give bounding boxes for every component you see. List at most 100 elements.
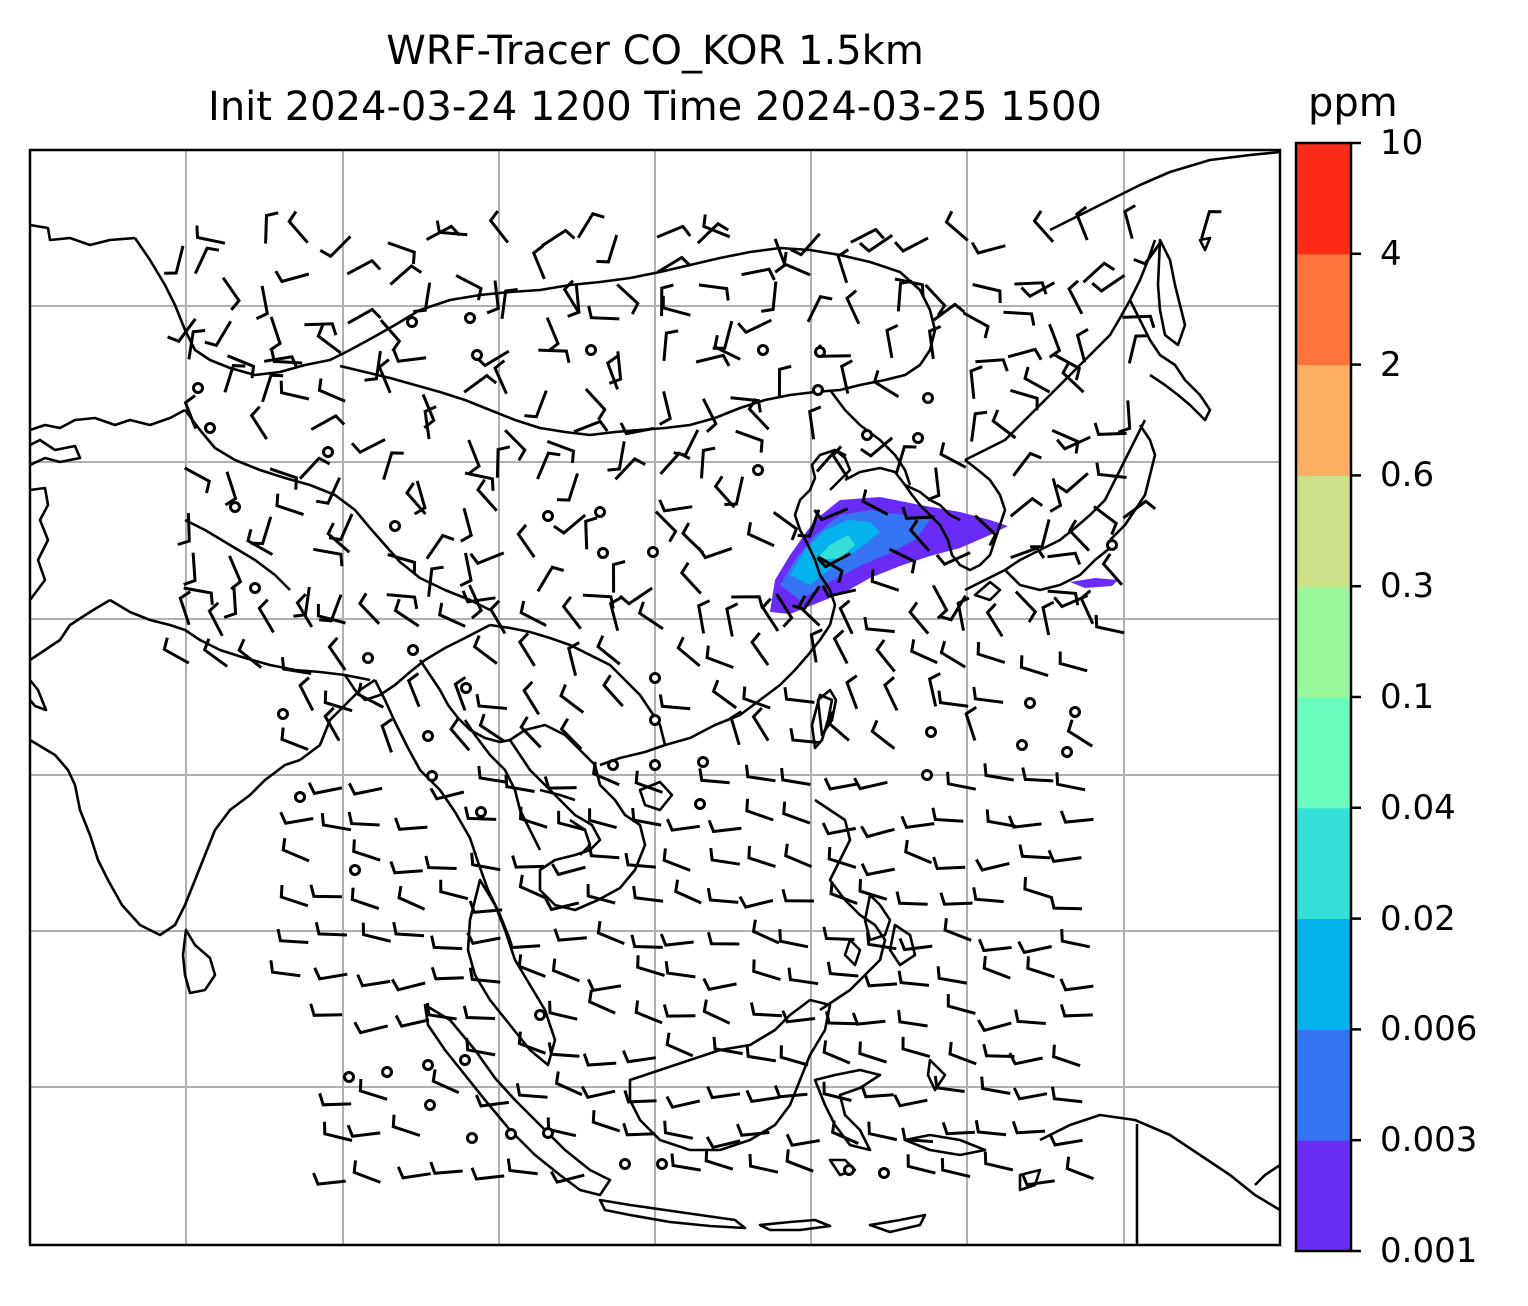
wind-barb	[298, 676, 315, 712]
calm-wind-circle	[757, 344, 769, 356]
wind-barb	[883, 676, 899, 712]
wind-barb	[927, 467, 941, 502]
wind-barb	[619, 586, 654, 606]
wind-barb	[608, 596, 622, 632]
wind-barb	[524, 390, 548, 419]
calm-wind-circle	[647, 546, 659, 558]
wind-barb	[228, 555, 243, 591]
wind-barb	[1047, 551, 1082, 566]
wind-barb	[1065, 1156, 1095, 1181]
wind-barb	[464, 471, 495, 491]
wind-barb	[701, 398, 718, 433]
wind-barb	[789, 232, 821, 257]
wind-barb	[596, 635, 621, 666]
wind-barb	[223, 585, 238, 619]
wind-barb	[257, 598, 275, 634]
wind-barb	[637, 601, 664, 630]
wind-barb	[517, 632, 536, 667]
wind-barb	[698, 768, 730, 785]
wind-barb	[607, 441, 626, 472]
wind-barb	[270, 349, 303, 365]
wind-barb	[531, 244, 546, 280]
wind-barb	[709, 847, 741, 866]
wind-barb	[1008, 1052, 1043, 1066]
wind-barb	[1066, 719, 1094, 748]
wind-barb	[664, 961, 696, 979]
wind-barb	[904, 839, 933, 865]
calm-wind-circle	[649, 672, 661, 684]
wind-barb	[391, 1114, 421, 1137]
wind-barb	[431, 1069, 460, 1094]
wind-barb	[658, 499, 693, 513]
wind-barb	[781, 888, 814, 903]
calm-wind-circle	[362, 652, 374, 664]
wind-barb	[596, 920, 625, 945]
wind-barb	[377, 358, 392, 394]
wind-barb	[1075, 328, 1089, 363]
wind-barb	[413, 480, 427, 516]
wind-barb	[676, 636, 701, 668]
wind-barb	[941, 1121, 975, 1136]
wind-barb	[787, 967, 819, 986]
calm-wind-circle	[505, 1128, 517, 1140]
wind-barb	[867, 1121, 898, 1142]
wind-barb	[449, 718, 471, 752]
calm-wind-circle	[921, 769, 933, 781]
wind-barb	[429, 787, 465, 801]
wind-barb	[863, 974, 898, 988]
wind-barb	[634, 770, 664, 794]
wind-barb	[591, 761, 620, 787]
wind-barb	[394, 817, 428, 831]
wind-barb	[461, 590, 496, 604]
colorbar	[1296, 143, 1351, 1252]
calm-wind-circle	[694, 798, 706, 810]
wind-barb	[393, 598, 420, 628]
wind-barb	[784, 843, 813, 868]
wind-barb	[933, 1075, 965, 1093]
wind-barb	[466, 931, 501, 945]
wind-barb	[614, 457, 647, 481]
wind-barb	[661, 295, 691, 317]
colorbar-ticks	[1351, 141, 1361, 1253]
wind-barb	[1026, 956, 1055, 979]
wind-barb	[587, 989, 616, 1015]
wind-barb	[1059, 1003, 1093, 1018]
wind-barb	[866, 932, 897, 951]
wind-barb	[695, 353, 731, 367]
wind-barb	[353, 1021, 389, 1035]
calm-wind-circle	[229, 501, 241, 513]
wind-barb	[944, 210, 969, 242]
colorbar-segment	[1296, 253, 1351, 366]
wind-barb	[1048, 1133, 1083, 1147]
wind-barb	[901, 1127, 934, 1144]
wind-barb	[858, 234, 894, 253]
wind-barb	[751, 919, 780, 945]
wind-barb	[279, 380, 310, 401]
calm-wind-circle	[422, 730, 434, 742]
wind-barb	[382, 451, 404, 481]
wind-barb	[1055, 772, 1086, 792]
colorbar-tick-label: 0.003	[1380, 1120, 1478, 1161]
wind-barb	[326, 522, 351, 554]
wind-barb	[475, 1094, 509, 1108]
wind-barb	[1020, 281, 1056, 299]
wind-barb	[1032, 210, 1055, 243]
wind-barb	[908, 601, 930, 635]
calm-wind-circle	[843, 1164, 855, 1176]
wind-barb	[1055, 435, 1091, 451]
wind-barb	[777, 364, 792, 398]
wind-barb	[358, 592, 381, 625]
wind-barb	[425, 224, 461, 241]
wind-barb	[536, 565, 565, 593]
wind-barb	[551, 958, 580, 983]
wind-barb	[309, 1003, 343, 1017]
wind-barb	[309, 884, 342, 899]
calm-wind-circle	[322, 446, 334, 458]
wind-barb	[183, 394, 198, 430]
calm-wind-circle	[814, 346, 826, 358]
wind-barb	[1014, 1009, 1046, 1025]
wind-barb	[178, 590, 192, 626]
wind-barb	[1092, 505, 1119, 536]
wind-barb	[460, 507, 473, 543]
calm-wind-circle	[542, 1127, 554, 1139]
